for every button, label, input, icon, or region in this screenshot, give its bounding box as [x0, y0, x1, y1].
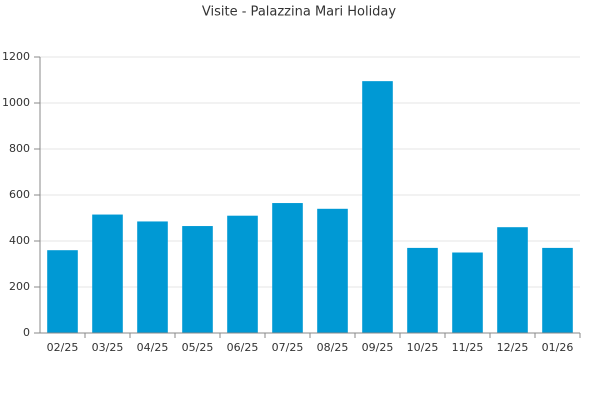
x-tick-label: 12/25 — [497, 341, 529, 354]
x-tick-label: 09/25 — [362, 341, 394, 354]
x-tick-label: 04/25 — [137, 341, 169, 354]
y-tick-label: 200 — [9, 280, 30, 293]
bar — [182, 226, 213, 333]
x-tick-label: 06/25 — [227, 341, 259, 354]
y-tick-label: 0 — [23, 326, 30, 339]
y-tick-label: 600 — [9, 188, 30, 201]
bar — [92, 214, 123, 333]
x-tick-label: 02/25 — [47, 341, 79, 354]
bar — [542, 247, 573, 333]
bar — [47, 250, 78, 333]
bar — [497, 227, 528, 333]
chart-title: Visite - Palazzina Mari Holiday — [202, 5, 396, 20]
bar — [272, 203, 303, 333]
x-tick-label: 05/25 — [182, 341, 214, 354]
x-tick-label: 11/25 — [452, 341, 484, 354]
x-tick-label: 07/25 — [272, 341, 304, 354]
bar — [362, 81, 393, 334]
x-tick-label: 01/26 — [542, 341, 574, 354]
x-tick-label: 10/25 — [407, 341, 439, 354]
bar — [407, 247, 438, 333]
bar — [452, 252, 483, 333]
bar — [227, 215, 258, 333]
x-tick-label: 08/25 — [317, 341, 349, 354]
y-tick-label: 1200 — [2, 50, 30, 63]
bar — [137, 221, 168, 333]
y-tick-label: 400 — [9, 234, 30, 247]
bar — [317, 208, 348, 333]
x-tick-label: 03/25 — [92, 341, 124, 354]
y-tick-label: 1000 — [2, 96, 30, 109]
y-tick-label: 800 — [9, 142, 30, 155]
